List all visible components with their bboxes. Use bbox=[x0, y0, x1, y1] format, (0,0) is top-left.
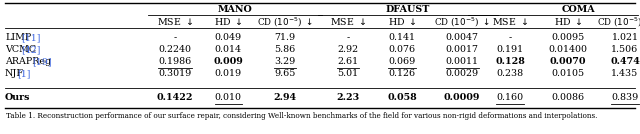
Text: 0.0009: 0.0009 bbox=[444, 93, 480, 102]
Text: 2.92: 2.92 bbox=[337, 45, 358, 54]
Text: Table 1. Reconstruction performance of our surface repair, considering Well-know: Table 1. Reconstruction performance of o… bbox=[6, 112, 598, 120]
Text: 1.506: 1.506 bbox=[611, 45, 639, 54]
Text: LIMP: LIMP bbox=[5, 34, 31, 42]
Text: 0.076: 0.076 bbox=[388, 45, 415, 54]
Text: 0.3019: 0.3019 bbox=[158, 69, 191, 78]
Text: 0.1422: 0.1422 bbox=[157, 93, 193, 102]
Text: ARAPReg: ARAPReg bbox=[5, 57, 54, 66]
Text: 0.126: 0.126 bbox=[388, 69, 415, 78]
Text: ARAPReg: ARAPReg bbox=[5, 57, 51, 66]
Text: 71.9: 71.9 bbox=[275, 34, 296, 42]
Text: 5.01: 5.01 bbox=[337, 69, 358, 78]
Text: 0.009: 0.009 bbox=[213, 57, 243, 66]
Text: MSE $\downarrow$: MSE $\downarrow$ bbox=[492, 16, 528, 27]
Text: HD $\downarrow$: HD $\downarrow$ bbox=[554, 16, 582, 27]
Text: 0.1986: 0.1986 bbox=[158, 57, 191, 66]
Text: 5.86: 5.86 bbox=[275, 45, 296, 54]
Text: 0.0086: 0.0086 bbox=[552, 93, 584, 102]
Text: 0.2240: 0.2240 bbox=[159, 45, 191, 54]
Text: 0.141: 0.141 bbox=[388, 34, 415, 42]
Text: -: - bbox=[346, 34, 349, 42]
Text: NJF: NJF bbox=[5, 69, 24, 78]
Text: 0.160: 0.160 bbox=[497, 93, 524, 102]
Text: 0.474: 0.474 bbox=[610, 57, 640, 66]
Text: 0.0070: 0.0070 bbox=[550, 57, 586, 66]
Text: 0.191: 0.191 bbox=[497, 45, 524, 54]
Text: MSE $\downarrow$: MSE $\downarrow$ bbox=[157, 16, 193, 27]
Text: 0.0095: 0.0095 bbox=[552, 34, 584, 42]
Text: Ours: Ours bbox=[5, 93, 31, 102]
Text: CD ($10^{-5}$) $\downarrow$: CD ($10^{-5}$) $\downarrow$ bbox=[597, 15, 640, 29]
Text: [19]: [19] bbox=[32, 57, 51, 66]
Text: 1.021: 1.021 bbox=[611, 34, 639, 42]
Text: 0.010: 0.010 bbox=[214, 93, 241, 102]
Text: MANO: MANO bbox=[218, 5, 252, 14]
Text: 0.01400: 0.01400 bbox=[548, 45, 588, 54]
Text: COMA: COMA bbox=[561, 5, 595, 14]
Text: MSE $\downarrow$: MSE $\downarrow$ bbox=[330, 16, 366, 27]
Text: -: - bbox=[173, 34, 177, 42]
Text: 0.058: 0.058 bbox=[387, 93, 417, 102]
Text: 0.049: 0.049 bbox=[214, 34, 241, 42]
Text: 0.0011: 0.0011 bbox=[445, 57, 479, 66]
Text: CD ($10^{-5}$) $\downarrow$: CD ($10^{-5}$) $\downarrow$ bbox=[257, 15, 313, 29]
Text: 9.65: 9.65 bbox=[275, 69, 296, 78]
Text: 0.839: 0.839 bbox=[611, 93, 639, 102]
Text: LIMP: LIMP bbox=[5, 34, 35, 42]
Text: 0.0047: 0.0047 bbox=[445, 34, 479, 42]
Text: VCMC: VCMC bbox=[5, 45, 39, 54]
Text: VCMC: VCMC bbox=[5, 45, 36, 54]
Text: HD $\downarrow$: HD $\downarrow$ bbox=[214, 16, 243, 27]
Text: 2.61: 2.61 bbox=[337, 57, 358, 66]
Text: [42]: [42] bbox=[21, 45, 41, 54]
Text: -: - bbox=[508, 34, 511, 42]
Text: HD $\downarrow$: HD $\downarrow$ bbox=[388, 16, 417, 27]
Text: NJF: NJF bbox=[5, 69, 27, 78]
Text: [1]: [1] bbox=[18, 69, 31, 78]
Text: 3.29: 3.29 bbox=[275, 57, 296, 66]
Text: CD ($10^{-5}$) $\downarrow$: CD ($10^{-5}$) $\downarrow$ bbox=[434, 15, 490, 29]
Text: 0.014: 0.014 bbox=[214, 45, 241, 54]
Text: 0.0105: 0.0105 bbox=[552, 69, 584, 78]
Text: 0.0029: 0.0029 bbox=[445, 69, 479, 78]
Text: 0.0017: 0.0017 bbox=[445, 45, 479, 54]
Text: 2.94: 2.94 bbox=[273, 93, 296, 102]
Text: 1.435: 1.435 bbox=[611, 69, 639, 78]
Text: 0.128: 0.128 bbox=[495, 57, 525, 66]
Text: DFAUST: DFAUST bbox=[386, 5, 430, 14]
Text: [11]: [11] bbox=[21, 34, 41, 42]
Text: 0.238: 0.238 bbox=[497, 69, 524, 78]
Text: 0.069: 0.069 bbox=[388, 57, 415, 66]
Text: 2.23: 2.23 bbox=[337, 93, 360, 102]
Text: 0.019: 0.019 bbox=[214, 69, 241, 78]
